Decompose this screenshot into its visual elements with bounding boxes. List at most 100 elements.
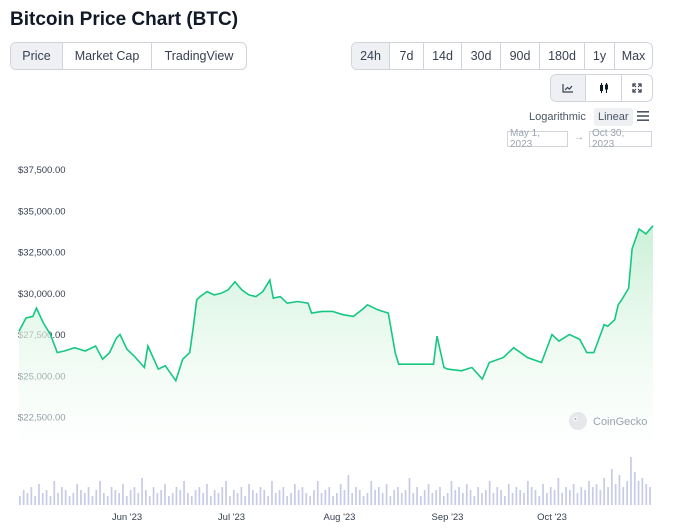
volume-bar	[431, 493, 434, 505]
volume-bar	[210, 496, 212, 505]
tab-price[interactable]: Price	[11, 43, 63, 69]
range-max[interactable]: Max	[621, 49, 646, 63]
volume-bar	[519, 490, 522, 505]
price-chart[interactable]: $22,500.00$25,000.00$27,500.00$30,000.00…	[0, 150, 682, 532]
volume-bar	[19, 496, 21, 505]
volume-bar	[561, 493, 564, 505]
tab-market-cap[interactable]: Market Cap	[63, 43, 152, 69]
volume-bar	[538, 496, 541, 505]
volume-bar	[332, 496, 334, 505]
fullscreen-button[interactable]	[622, 75, 652, 101]
volume-bar	[488, 481, 491, 505]
x-tick-label: Jun '23	[112, 512, 142, 523]
volume-bar	[603, 478, 606, 505]
volume-bar	[133, 487, 136, 505]
chart-type-toggle	[550, 74, 653, 102]
y-tick-label: $32,500.00	[18, 248, 66, 259]
range-90d[interactable]: 90d	[501, 43, 540, 69]
volume-bar	[611, 469, 613, 505]
volume-bar	[286, 496, 289, 505]
volume-bar	[546, 493, 548, 505]
x-tick-label: Aug '23	[324, 512, 356, 523]
volume-bar	[458, 487, 460, 505]
range-24h[interactable]: 24h	[352, 43, 390, 69]
range-tabs: 24h 7d 14d 30d 90d 180d 1y Max	[351, 42, 653, 70]
volume-bar	[99, 481, 101, 505]
volume-bar	[576, 493, 579, 505]
y-tick-label: $30,000.00	[18, 289, 66, 300]
volume-bar	[324, 490, 327, 505]
volume-bar	[504, 496, 506, 505]
volume-bar	[301, 487, 304, 505]
volume-bar	[450, 481, 453, 505]
date-to-input[interactable]: Oct 30, 2023	[589, 128, 652, 150]
x-axis: Jun '23 Jul '23 Aug '23 Sep '23 Oct '23	[112, 512, 567, 523]
date-from-input[interactable]: May 1, 2023	[507, 128, 568, 150]
menu-icon[interactable]	[636, 109, 650, 123]
volume-bar	[542, 484, 544, 505]
volume-bar	[305, 493, 308, 505]
volume-bar	[569, 490, 571, 505]
date-range-arrow: →	[574, 132, 584, 143]
scale-logarithmic-option[interactable]: Logarithmic	[529, 111, 586, 123]
volume-bar	[465, 484, 468, 505]
volume-bar	[183, 481, 185, 505]
volume-bar	[527, 481, 529, 505]
volume-bar	[374, 490, 376, 505]
tab-tradingview[interactable]: TradingView	[164, 49, 234, 63]
volume-bar	[633, 472, 636, 505]
volume-bar	[420, 496, 422, 505]
volume-bar	[607, 487, 609, 505]
volume-bar	[229, 496, 231, 505]
volume-bar	[278, 490, 281, 505]
volume-bar	[122, 484, 124, 505]
volume-bar	[637, 481, 640, 505]
volume-bar	[328, 487, 331, 505]
volume-bar	[57, 493, 59, 505]
volume-bar	[194, 490, 197, 505]
volume-bar	[164, 484, 166, 505]
volume-bar	[595, 484, 598, 505]
volume-bar	[49, 496, 52, 505]
volume-bar	[389, 496, 392, 505]
volume-bar	[171, 493, 174, 505]
y-tick-label: $37,500.00	[18, 165, 66, 176]
coingecko-logo-icon	[569, 412, 587, 430]
volume-bar	[80, 490, 82, 505]
volume-bar	[316, 481, 319, 505]
scale-linear-option[interactable]: Linear	[594, 108, 633, 126]
candlestick-button[interactable]	[586, 75, 622, 101]
volume-bar	[68, 496, 71, 505]
volume-bar	[320, 493, 323, 505]
volume-bar	[83, 493, 86, 505]
volume-bar	[412, 493, 415, 505]
volume-bar	[213, 490, 216, 505]
volume-bar	[110, 487, 113, 505]
range-14d[interactable]: 14d	[424, 43, 462, 69]
volume-bar	[645, 484, 648, 505]
line-chart-button[interactable]	[551, 75, 586, 101]
volume-bar	[507, 484, 510, 505]
volume-bar	[259, 487, 262, 505]
volume-bar	[442, 496, 445, 505]
range-1y[interactable]: 1y	[585, 43, 615, 69]
volume-bar	[385, 484, 388, 505]
range-30d[interactable]: 30d	[462, 43, 501, 69]
volume-bar	[618, 475, 621, 505]
range-180d[interactable]: 180d	[540, 43, 585, 69]
volume-bar	[160, 490, 163, 505]
volume-bar	[26, 493, 29, 505]
volume-bar	[137, 493, 140, 505]
volume-bar	[358, 490, 361, 505]
volume-bar	[225, 481, 227, 505]
volume-bar	[91, 496, 94, 505]
volume-bar	[290, 493, 292, 505]
volume-bar	[103, 493, 105, 505]
range-7d[interactable]: 7d	[390, 43, 424, 69]
volume-bar	[95, 490, 98, 505]
volume-bar	[252, 490, 254, 505]
volume-bar	[45, 490, 48, 505]
volume-bar	[175, 487, 178, 505]
volume-bar	[492, 493, 495, 505]
volume-bar	[34, 496, 37, 505]
